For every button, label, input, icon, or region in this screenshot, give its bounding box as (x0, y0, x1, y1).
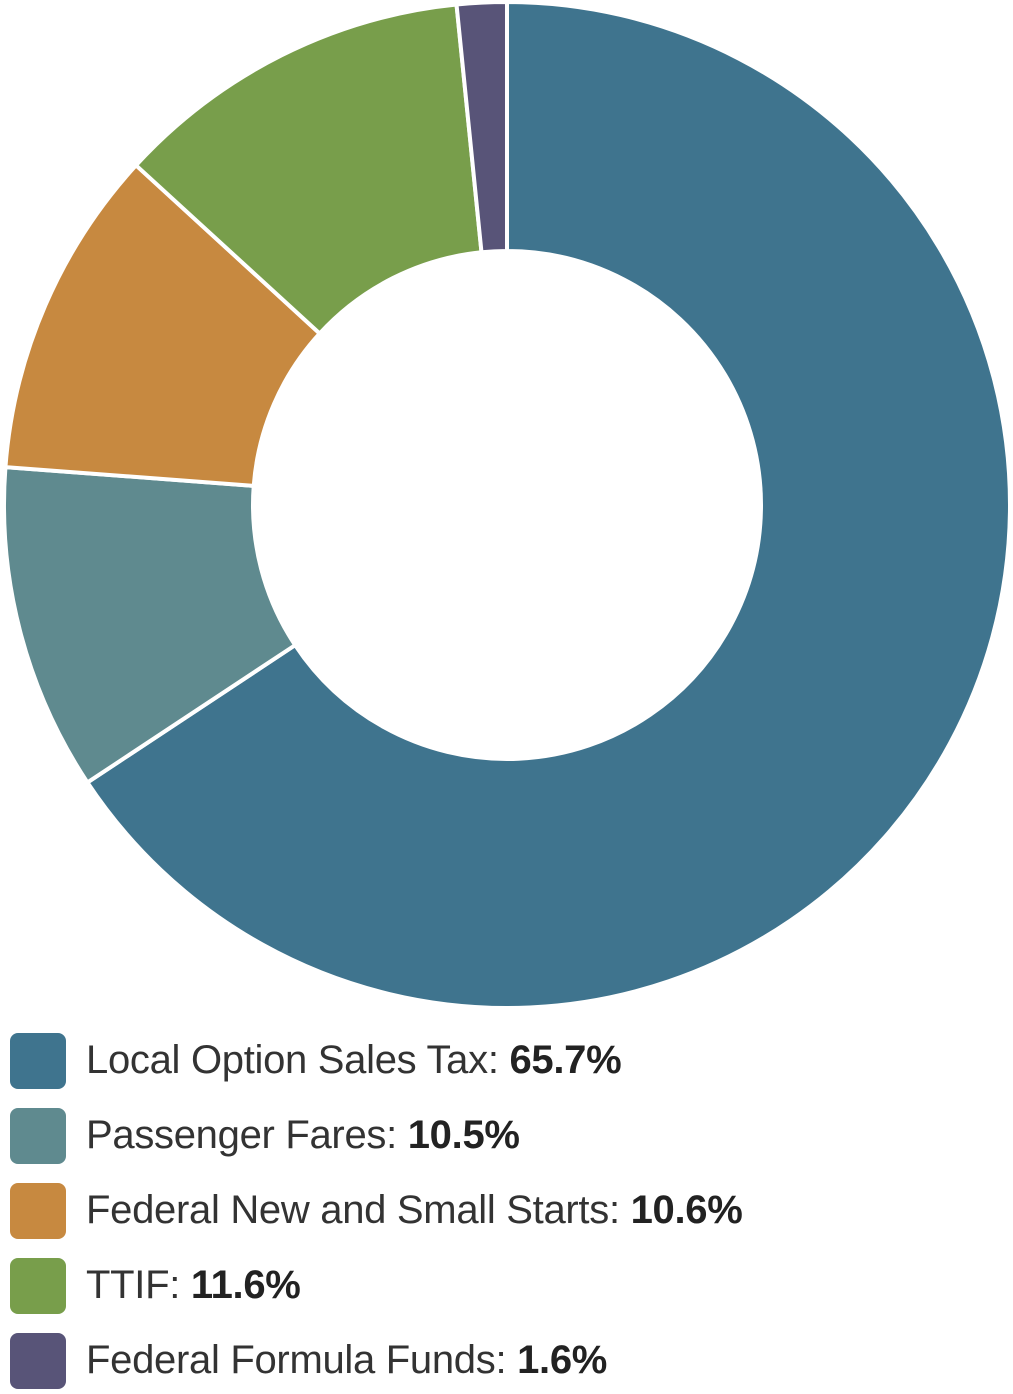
slice-federal-new-and-small-starts (3, 163, 322, 488)
legend-item-federal-new-and-small-starts: Federal New and Small Starts: 10.6% (10, 1182, 743, 1239)
legend-value: 10.6% (630, 1188, 743, 1232)
legend-swatch (10, 1182, 66, 1239)
legend-label: Federal Formula Funds (86, 1338, 496, 1382)
legend-value: 10.5% (407, 1113, 520, 1157)
legend-swatch (10, 1332, 66, 1389)
legend-item-passenger-fares: Passenger Fares: 10.5% (10, 1107, 743, 1164)
legend-label: Passenger Fares (86, 1113, 387, 1157)
legend-label: Local Option Sales Tax (86, 1038, 488, 1082)
slice-passenger-fares (2, 465, 298, 785)
donut-chart (2, 0, 1012, 1010)
legend-value: 65.7% (509, 1038, 622, 1082)
legend-item-federal-formula-funds: Federal Formula Funds: 1.6% (10, 1332, 743, 1389)
slice-local-option-sales-tax (85, 0, 1012, 1010)
legend-label: TTIF (86, 1263, 170, 1307)
legend-label: Federal New and Small Starts (86, 1188, 609, 1232)
chart-legend: Local Option Sales Tax: 65.7% Passenger … (10, 1032, 743, 1389)
legend-swatch (10, 1107, 66, 1164)
legend-item-local-option-sales-tax: Local Option Sales Tax: 65.7% (10, 1032, 743, 1089)
legend-swatch (10, 1257, 66, 1314)
slice-federal-formula-funds (454, 0, 509, 255)
legend-item-ttif: TTIF: 11.6% (10, 1257, 743, 1314)
donut-slices (2, 0, 1012, 1010)
slice-ttif (134, 2, 484, 336)
legend-value: 1.6% (517, 1338, 608, 1382)
legend-value: 11.6% (190, 1263, 301, 1307)
legend-swatch (10, 1032, 66, 1089)
